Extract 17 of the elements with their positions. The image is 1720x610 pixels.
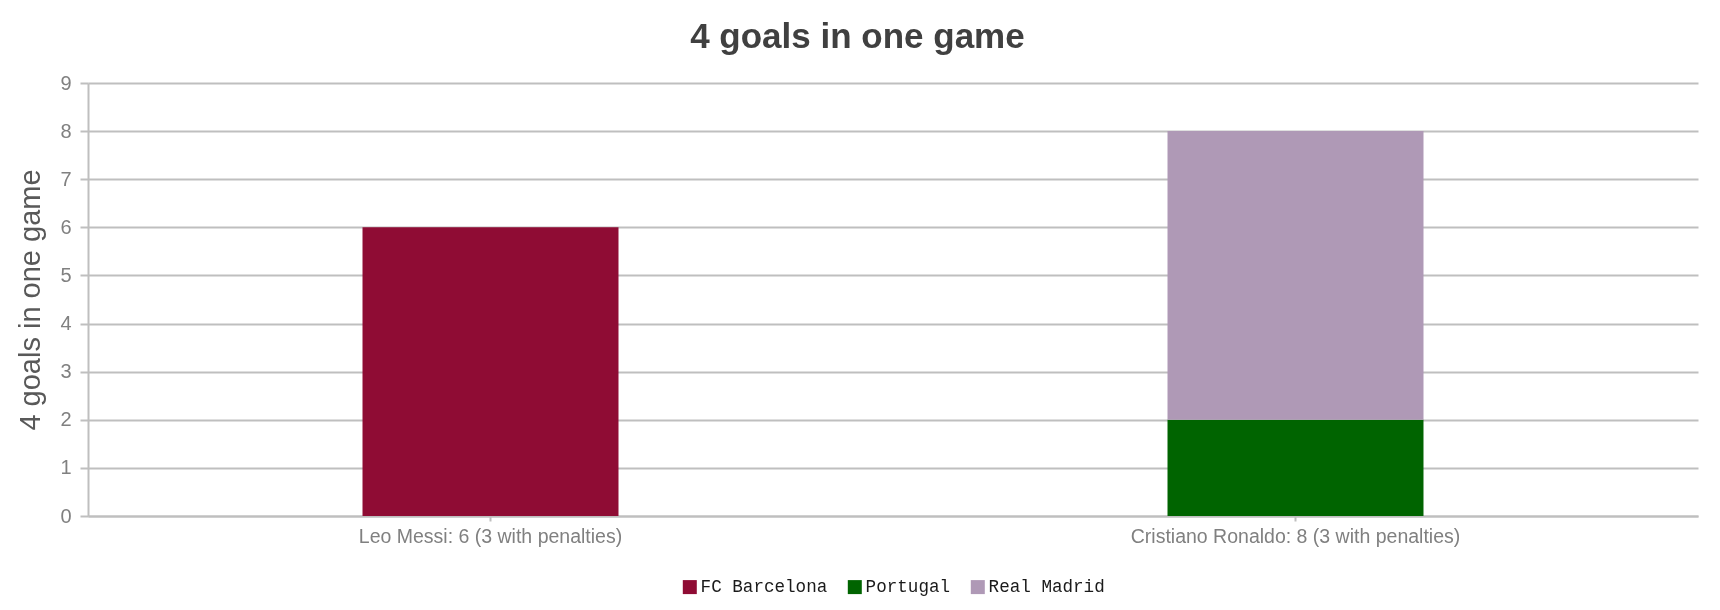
legend-label: FC Barcelona [700, 577, 828, 598]
y-tick-label: 1 [60, 456, 72, 479]
x-tick-label: Cristiano Ronaldo: 8 (3 with penalties) [1130, 524, 1461, 547]
y-axis-title: 4 goals in one game [14, 169, 47, 431]
legend-label: Real Madrid [988, 577, 1105, 598]
y-tick-label: 0 [60, 504, 72, 527]
y-tick-label: 3 [60, 360, 72, 383]
y-tick-label: 9 [60, 71, 72, 94]
y-tick-label: 8 [60, 119, 72, 142]
y-tick-label: 2 [60, 408, 72, 431]
chart-title: 4 goals in one game [690, 16, 1025, 55]
y-tick-label: 6 [60, 215, 72, 238]
y-tick-label: 7 [60, 167, 72, 190]
y-tick-label: 5 [60, 263, 72, 286]
x-tick-label: Leo Messi: 6 (3 with penalties) [358, 524, 623, 547]
legend-label: Portugal [865, 577, 951, 598]
y-tick-label: 4 [60, 312, 72, 335]
